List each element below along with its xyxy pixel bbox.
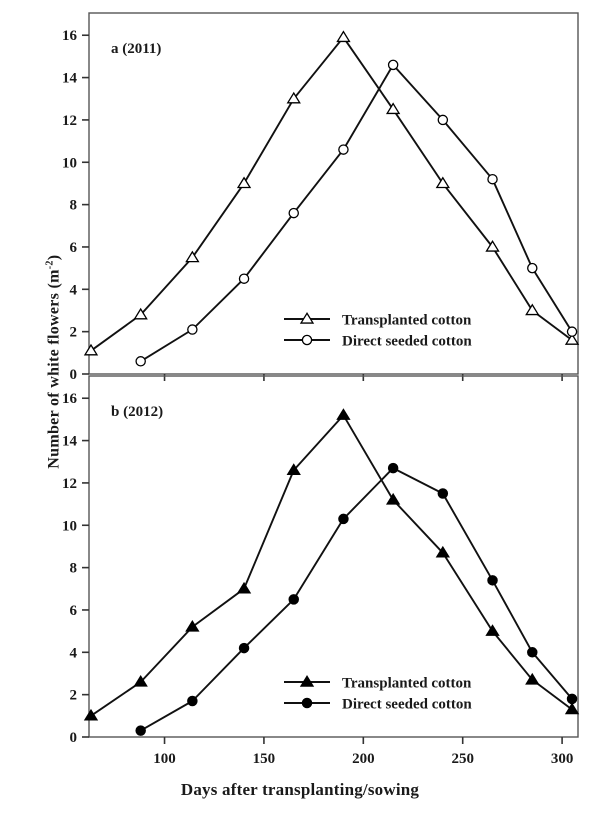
- y-tick-label: 8: [70, 198, 78, 214]
- plot-frame: [88, 12, 579, 375]
- data-point-open-triangle: [485, 240, 500, 252]
- data-point-open-triangle: [336, 30, 351, 43]
- y-axis-title-paren: ): [45, 254, 63, 261]
- data-point-open-triangle: [133, 307, 148, 320]
- x-tick-label: 250: [451, 751, 474, 767]
- data-point-open-circle: [288, 207, 299, 219]
- y-tick-label: 2: [70, 325, 78, 341]
- legend: Transplanted cotton Direct seeded cotton: [284, 675, 472, 713]
- data-point-filled-triangle: [336, 408, 351, 420]
- data-point-filled-circle: [487, 575, 498, 586]
- legend-transplanted-a: Transplanted cotton: [342, 313, 472, 329]
- y-axis-title-text: Number of white flowers (m: [45, 269, 63, 469]
- panel-a: 0 2 4 6 8 10 12 14 16 a (2011) Transplanted cotton…: [62, 12, 580, 383]
- series-line: [140, 467, 573, 732]
- y-axis-title-exponent: -2: [44, 260, 56, 270]
- x-tick-label: 300: [551, 751, 574, 767]
- data-point-open-circle: [238, 273, 250, 284]
- data-point-open-circle: [566, 326, 578, 337]
- y-tick-label: 14: [62, 434, 78, 450]
- data-point-open-triangle: [385, 102, 401, 115]
- series-transplanted: [83, 408, 580, 721]
- series-line: [140, 63, 573, 363]
- data-point-filled-triangle: [133, 675, 148, 687]
- series-transplanted: [83, 30, 580, 356]
- data-point-filled-circle: [238, 642, 250, 654]
- y-tick-label: 4: [70, 282, 78, 298]
- data-point-filled-triangle: [385, 492, 401, 505]
- data-point-filled-circle: [566, 693, 578, 705]
- data-point-filled-circle: [187, 695, 198, 707]
- data-point-filled-triangle: [435, 545, 450, 558]
- data-point-open-triangle: [435, 176, 450, 189]
- y-tick-label: 12: [62, 113, 77, 129]
- data-point-open-circle: [487, 173, 498, 185]
- y-tick-label: 2: [70, 688, 78, 704]
- legend-direct-seeded-b: Direct seeded cotton: [342, 697, 472, 713]
- y-tick-label: 14: [62, 71, 78, 87]
- data-point-open-triangle: [185, 250, 200, 263]
- data-point-open-circle: [135, 356, 146, 367]
- y-tick-label: 12: [62, 476, 77, 492]
- x-tick-label: 100: [153, 751, 176, 767]
- data-point-filled-triangle: [236, 581, 252, 594]
- data-point-filled-triangle: [525, 672, 540, 685]
- data-point-open-circle: [527, 262, 538, 274]
- y-tick-label: 10: [62, 155, 77, 171]
- data-point-open-circle: [338, 144, 349, 155]
- panel-label: a (2011): [111, 41, 161, 57]
- legend: Transplanted cotton Direct seeded cotton: [284, 312, 472, 350]
- data-point-filled-circle: [338, 513, 349, 525]
- data-point-open-triangle: [236, 176, 252, 189]
- plot-frame: [88, 375, 579, 738]
- data-point-filled-triangle: [185, 619, 200, 632]
- data-point-open-circle: [437, 114, 449, 126]
- data-point-filled-circle: [437, 488, 449, 499]
- legend-marker-open-triangle: [299, 312, 315, 324]
- legend-transplanted-b: Transplanted cotton: [342, 676, 472, 692]
- legend-direct-seeded-a: Direct seeded cotton: [342, 334, 472, 350]
- data-point-open-triangle: [525, 303, 540, 316]
- x-tick-label: 150: [253, 751, 276, 767]
- data-point-open-circle: [387, 59, 399, 71]
- data-point-filled-triangle: [286, 463, 301, 475]
- panel-b: 0 2 4 6 8 10 12 14 16 100 150 200 250 300 b (2012) Tran…: [62, 375, 580, 767]
- x-axis-title: Days after transplanting/sowing: [180, 780, 420, 799]
- legend-marker-open-circle: [301, 334, 313, 346]
- y-tick-label: 6: [70, 240, 78, 256]
- data-point-filled-circle: [527, 647, 538, 658]
- y-tick-label: 4: [70, 645, 78, 661]
- y-tick-label: 6: [70, 603, 78, 619]
- y-tick-label: 10: [62, 518, 77, 534]
- panel-label: b (2012): [111, 404, 163, 420]
- data-point-filled-circle: [387, 462, 399, 474]
- legend-marker-filled-triangle: [299, 675, 315, 687]
- y-tick-label: 16: [62, 28, 78, 44]
- series-direct-seeded: [135, 59, 578, 367]
- data-point-filled-triangle: [83, 708, 99, 721]
- data-point-open-triangle: [564, 333, 580, 345]
- series-line: [90, 414, 573, 717]
- data-point-open-triangle: [83, 343, 99, 356]
- data-point-filled-triangle: [564, 702, 580, 715]
- y-tick-label: 8: [70, 561, 78, 577]
- y-tick-label: 0: [70, 730, 78, 746]
- data-point-filled-triangle: [485, 624, 500, 636]
- y-tick-label: 0: [70, 367, 78, 383]
- data-point-open-circle: [187, 324, 198, 335]
- y-axis-title: Number of white flowers (m-2): [44, 212, 63, 512]
- data-point-filled-circle: [135, 725, 146, 736]
- data-point-filled-circle: [288, 594, 299, 605]
- y-tick-label: 16: [62, 391, 78, 407]
- legend-marker-filled-circle: [301, 697, 313, 709]
- x-tick-label: 200: [352, 751, 375, 767]
- data-point-open-triangle: [286, 91, 301, 104]
- series-direct-seeded: [135, 462, 578, 736]
